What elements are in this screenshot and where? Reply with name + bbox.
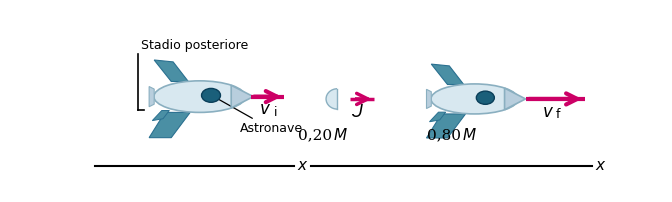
Text: $\mathrm{f}$: $\mathrm{f}$ <box>555 107 562 121</box>
Polygon shape <box>149 112 190 138</box>
Text: $\mathbf{\mathit{v}}$: $\mathbf{\mathit{v}}$ <box>259 101 271 118</box>
Polygon shape <box>505 88 526 110</box>
Text: $\mathbf{\mathit{U}}$: $\mathbf{\mathit{U}}$ <box>350 103 364 121</box>
Polygon shape <box>337 84 355 114</box>
Ellipse shape <box>326 89 349 109</box>
Polygon shape <box>153 110 169 121</box>
Polygon shape <box>154 60 188 81</box>
Polygon shape <box>429 112 446 122</box>
Text: Astronave: Astronave <box>219 100 303 136</box>
Polygon shape <box>431 64 464 84</box>
Polygon shape <box>231 85 253 108</box>
Polygon shape <box>149 86 154 107</box>
Ellipse shape <box>202 88 220 102</box>
Text: 0,20: 0,20 <box>298 128 332 142</box>
Ellipse shape <box>476 91 495 104</box>
Text: $x$: $x$ <box>595 159 607 173</box>
Ellipse shape <box>431 84 518 114</box>
Ellipse shape <box>154 81 245 112</box>
Text: $\mathrm{i}$: $\mathrm{i}$ <box>273 105 278 119</box>
Text: $\mathit{M}$: $\mathit{M}$ <box>333 127 347 143</box>
Polygon shape <box>427 114 466 138</box>
Text: Stadio posteriore: Stadio posteriore <box>141 39 249 52</box>
Polygon shape <box>427 89 431 108</box>
Text: $x$: $x$ <box>296 159 308 173</box>
Text: $\mathit{M}$: $\mathit{M}$ <box>462 127 477 143</box>
Text: 0,80: 0,80 <box>427 128 462 142</box>
Text: $\mathbf{\mathit{v}}$: $\mathbf{\mathit{v}}$ <box>542 103 554 121</box>
